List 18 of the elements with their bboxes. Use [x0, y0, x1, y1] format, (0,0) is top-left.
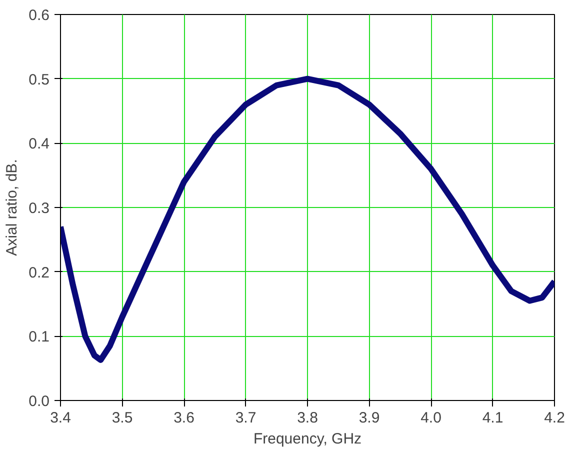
y-axis-title: Axial ratio, dB.: [4, 159, 21, 256]
x-tick-label: 4.2: [544, 410, 565, 426]
x-tick-label: 3.6: [174, 410, 194, 426]
x-axis-title: Frequency, GHz: [253, 430, 362, 448]
y-tick-label: 0.0: [28, 393, 50, 410]
x-tick-label: 3.7: [235, 410, 256, 426]
x-tick-label: 3.8: [297, 410, 318, 426]
x-tick-label: 3.9: [358, 410, 380, 426]
x-tick-label: 3.4: [50, 410, 71, 426]
y-tick-label: 0.6: [28, 7, 50, 24]
y-tick-label: 0.1: [28, 328, 50, 346]
y-tick-label: 0.4: [28, 136, 50, 153]
y-tick-label: 0.3: [28, 200, 50, 217]
x-tick-label: 3.5: [112, 410, 133, 426]
y-tick-label: 0.2: [28, 264, 50, 282]
y-tick-label: 0.5: [28, 71, 50, 88]
x-tick-label: 4.1: [482, 410, 504, 426]
x-tick-label: 4.0: [420, 410, 442, 426]
